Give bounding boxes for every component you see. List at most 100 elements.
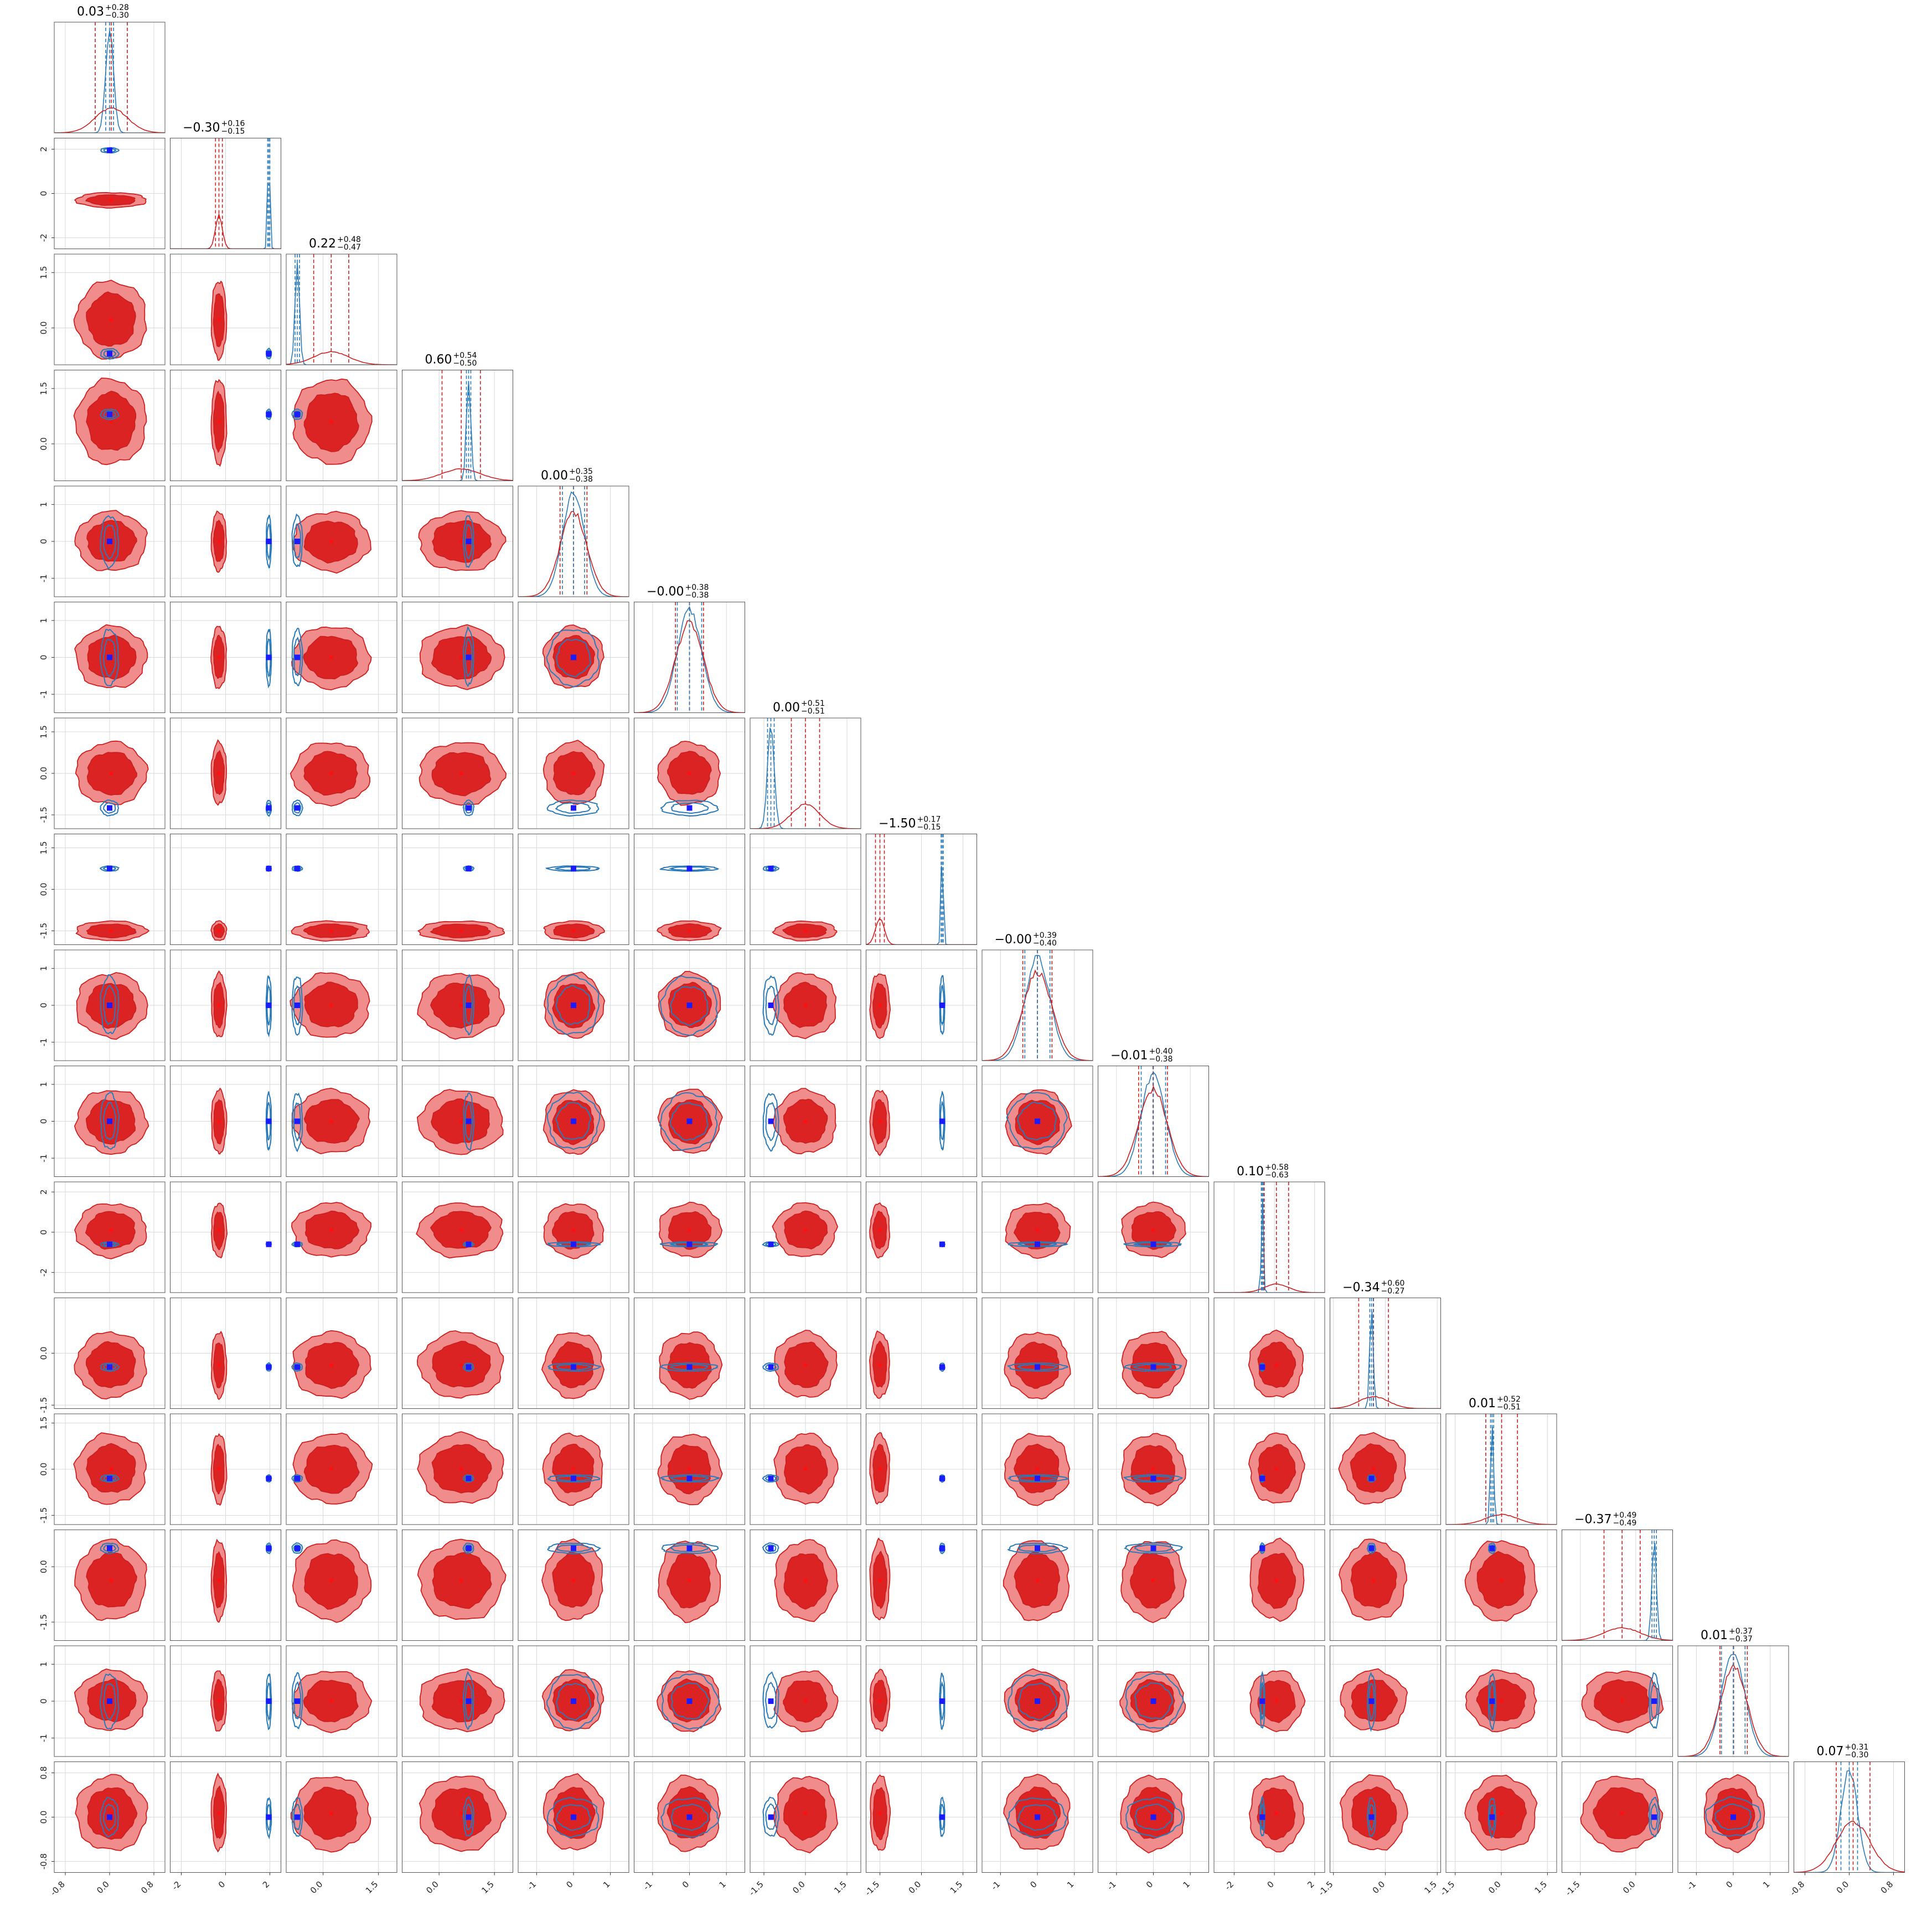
y-tick-label: 1 — [39, 1662, 49, 1667]
panel-11-6 — [750, 1298, 861, 1409]
panel-6-2 — [286, 717, 397, 829]
panel-frame — [518, 1066, 629, 1177]
blue-marker — [466, 1698, 472, 1704]
panel-11-7 — [866, 1298, 977, 1409]
y-tick-label: 0.0 — [39, 767, 49, 780]
blue-contour-outer — [100, 799, 120, 817]
red-marker — [329, 1120, 333, 1124]
panel-6-1 — [170, 717, 281, 829]
panel-5-1 — [170, 602, 281, 713]
blue-contour-outer — [545, 865, 601, 872]
red-marker — [804, 1004, 807, 1007]
blue-contour-inner — [555, 1363, 592, 1371]
blue-marker — [1651, 1814, 1657, 1820]
y-tick-label: 0.0 — [39, 437, 49, 451]
blue-marker — [571, 805, 576, 811]
blue-contour-outer — [546, 629, 600, 688]
blue-marker — [1489, 1698, 1495, 1704]
panel-9-9: −0.01 +0.40−0.38 — [1098, 1047, 1209, 1177]
blue-contour-outer — [660, 1797, 720, 1838]
panel-frame — [634, 717, 745, 829]
panel-frame — [866, 1530, 977, 1641]
blue-marker — [686, 866, 693, 871]
panel-frame — [1562, 1645, 1673, 1757]
blue-contour-inner — [669, 1544, 709, 1552]
histogram-line — [1098, 1085, 1209, 1177]
panel-frame — [982, 1645, 1093, 1757]
blue-marker — [686, 1118, 693, 1124]
title-plus: +0.58 — [1265, 1163, 1289, 1172]
panel-9-5 — [634, 1066, 745, 1177]
panel-frame — [286, 1530, 397, 1641]
panel-12-5 — [634, 1413, 745, 1525]
panel-13-13: −0.37 +0.49−0.49 — [1562, 1511, 1673, 1641]
panel-frame — [866, 1298, 977, 1409]
blue-contour-outer — [100, 1474, 120, 1483]
panel-frame — [286, 1645, 397, 1757]
blue-contour-outer — [291, 1092, 303, 1153]
title-minus: −0.37 — [1729, 1635, 1753, 1644]
panel-title: −0.34 — [1342, 1281, 1380, 1295]
panel-frame — [402, 1066, 513, 1177]
blue-contour-inner — [671, 1682, 710, 1719]
panel-frame — [866, 949, 977, 1061]
blue-marker — [107, 1545, 112, 1551]
blue-contour-inner — [555, 1102, 592, 1140]
panel-3-3: 0.60 +0.54−0.50 — [402, 352, 513, 481]
red-marker — [459, 1699, 463, 1703]
blue-contour-inner — [293, 523, 302, 559]
panel-frame — [634, 1181, 745, 1293]
blue-marker — [266, 351, 272, 357]
panel-14-12 — [1445, 1645, 1557, 1757]
panel-frame — [54, 1181, 166, 1293]
blue-marker — [1150, 1241, 1156, 1247]
blue-contour-outer — [100, 409, 120, 421]
panel-4-2 — [286, 485, 397, 597]
panel-1-0: 2 0 -2 — [39, 138, 166, 249]
blue-contour-outer — [291, 1796, 303, 1837]
panel-12-3 — [402, 1413, 513, 1525]
blue-marker — [107, 1364, 112, 1370]
blue-contour-outer — [462, 1796, 474, 1837]
red-marker — [459, 1120, 463, 1124]
blue-contour-outer — [659, 865, 720, 872]
blue-contour-outer — [659, 975, 718, 1036]
x-tick-label: -0.8 — [1788, 1879, 1806, 1898]
panel-12-10 — [1213, 1413, 1325, 1525]
red-marker — [459, 1363, 463, 1367]
title-minus: −0.63 — [1265, 1171, 1289, 1180]
x-tick-label: 0 — [564, 1879, 575, 1890]
panel-title: −1.50 — [879, 817, 916, 831]
blue-marker — [686, 1364, 693, 1370]
panel-frame — [982, 1181, 1093, 1293]
panel-frame — [286, 1298, 397, 1409]
x-tick-label: 0.0 — [95, 1879, 111, 1896]
y-tick-label: -1 — [39, 574, 49, 582]
blue-contour-outer — [762, 1542, 779, 1554]
panel-frame — [982, 1066, 1093, 1177]
x-tick-label: 0.8 — [1879, 1879, 1895, 1896]
blue-marker — [466, 866, 472, 871]
panel-0-0: 0.03 +0.28−0.30 — [54, 3, 166, 133]
blue-marker — [466, 1003, 472, 1008]
panel-8-2 — [286, 949, 397, 1061]
panel-14-10 — [1213, 1645, 1325, 1757]
blue-contour-inner — [103, 148, 117, 153]
blue-contour-inner — [1017, 1804, 1057, 1831]
x-tick-label: 0.0 — [308, 1879, 325, 1896]
blue-contour-inner — [464, 802, 473, 814]
blue-marker — [1150, 1698, 1156, 1704]
red-marker — [572, 1811, 575, 1815]
blue-marker — [107, 1814, 112, 1820]
blue-marker — [939, 1698, 945, 1704]
blue-contour-outer — [659, 1241, 719, 1248]
panel-8-3 — [402, 949, 513, 1061]
panel-frame — [54, 254, 166, 365]
panel-2-0: 1.5 0.0 — [39, 254, 166, 365]
blue-contour-inner — [103, 349, 117, 358]
blue-contour-outer — [1367, 1542, 1376, 1554]
blue-contour-inner — [555, 985, 591, 1025]
panel-11-3 — [402, 1298, 513, 1409]
blue-contour-inner — [556, 1242, 592, 1247]
